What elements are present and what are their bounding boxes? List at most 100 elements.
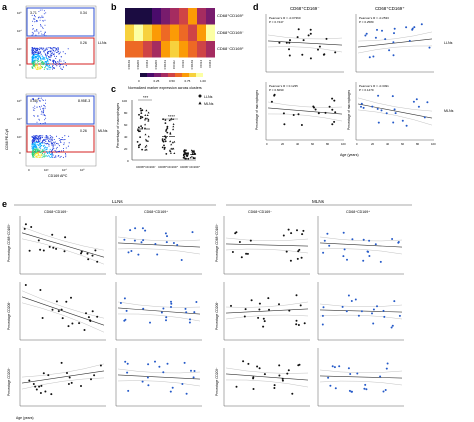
flow-event	[49, 135, 51, 137]
flow-event	[50, 52, 52, 54]
flow-xtick-3: 10⁵	[80, 168, 85, 172]
panel-e-x-label: Age (years)	[16, 416, 34, 420]
flow-event	[31, 25, 33, 26]
flow-event	[36, 56, 38, 59]
scatter-point	[322, 251, 325, 254]
scatter-point	[230, 304, 232, 307]
flow-event	[36, 51, 38, 53]
flow-event	[32, 139, 34, 141]
flow-event	[34, 107, 36, 109]
dotplot-point-llns	[187, 157, 190, 160]
flow-event	[37, 65, 39, 67]
scatter-point	[87, 258, 90, 261]
flow-event	[37, 152, 39, 155]
scatter-point	[235, 385, 238, 388]
scatter-point	[39, 248, 42, 251]
dotplot-point-llns	[164, 119, 167, 121]
dotplot-point-mlns	[172, 123, 175, 125]
flow-event	[41, 112, 43, 114]
flow-event	[35, 151, 37, 153]
scatter-point	[347, 367, 350, 370]
scatter-point	[301, 233, 304, 236]
flow-event	[36, 106, 38, 108]
scatter-point	[385, 367, 388, 370]
dotplot-point-mlns	[144, 117, 147, 120]
flow-event	[46, 151, 48, 153]
flow-event	[36, 30, 38, 32]
dotplot-point-mlns	[145, 148, 148, 151]
flow-event	[41, 9, 43, 11]
dotplot-point-llns	[164, 122, 167, 124]
scatter-point	[329, 384, 332, 387]
flow-event	[31, 31, 33, 33]
scatter-point	[374, 243, 377, 246]
scatter-point	[262, 325, 265, 328]
scatter-point	[89, 320, 92, 322]
flow-event	[33, 48, 35, 50]
dotplot-point-mlns	[146, 114, 149, 116]
scatter-point	[246, 252, 249, 255]
flow-event	[33, 14, 35, 16]
scatter-point	[256, 365, 259, 368]
scatter-point	[372, 322, 375, 325]
scatter-point	[252, 388, 255, 390]
scatter-point	[357, 314, 360, 317]
scatter-point	[60, 361, 63, 364]
heatmap-cell	[152, 24, 161, 41]
flow-event	[43, 47, 45, 49]
scatter-point	[94, 249, 97, 252]
scatter-point	[90, 378, 92, 381]
dotplot-point-llns	[163, 146, 166, 149]
flow-event	[48, 50, 50, 53]
scatter-point	[78, 322, 81, 325]
flow-event	[31, 146, 33, 148]
panel-e-col-title-1: CD68⁺CD169⁺	[144, 210, 168, 214]
flow-event	[31, 144, 33, 146]
scatter-point	[39, 289, 42, 291]
flow-event	[48, 66, 50, 68]
flow-event	[38, 148, 40, 150]
flow-event	[38, 138, 40, 140]
flow-event	[44, 24, 46, 26]
scatter-point	[245, 252, 248, 255]
flow-event	[54, 156, 56, 158]
scatter-point	[141, 380, 144, 383]
flow-event	[50, 137, 52, 139]
heatmap-cell	[134, 24, 143, 41]
flow-event	[34, 66, 36, 68]
flow-event	[52, 148, 54, 150]
scatter-point	[331, 365, 334, 368]
flow-event	[38, 150, 40, 152]
flow-event	[56, 51, 58, 54]
flow-event	[47, 62, 50, 65]
flow-event	[64, 62, 66, 64]
scatter-point	[70, 296, 72, 299]
scatter-ci-upper	[21, 226, 105, 251]
flow-event	[36, 149, 38, 151]
flow-event	[50, 59, 52, 61]
flow-ytick-top-0: 10⁵	[17, 11, 22, 15]
flow-events-bottom	[31, 97, 70, 159]
scatter-ci-upper	[117, 368, 201, 374]
flow-event	[43, 99, 45, 101]
flow-event	[32, 153, 34, 156]
dotplot-point-mlns	[172, 128, 175, 131]
scatter-ci-lower	[117, 380, 201, 387]
flow-event	[43, 13, 45, 15]
scatter-point	[285, 41, 288, 44]
flow-event	[44, 60, 47, 63]
scatter-point	[296, 36, 299, 39]
flow-event	[32, 33, 34, 35]
scatter-ci-lower	[319, 248, 403, 255]
flow-event	[52, 60, 54, 63]
scatter-point	[302, 39, 305, 42]
flow-event	[53, 59, 55, 62]
scatter-ci-upper	[21, 363, 105, 378]
flow-event	[46, 147, 48, 149]
flow-event	[49, 68, 51, 70]
flow-event	[44, 139, 46, 141]
flow-event	[55, 135, 58, 137]
scatter-point	[158, 365, 161, 368]
heatmap-cell	[170, 24, 179, 41]
panel-d-xtick: 20	[281, 142, 285, 146]
